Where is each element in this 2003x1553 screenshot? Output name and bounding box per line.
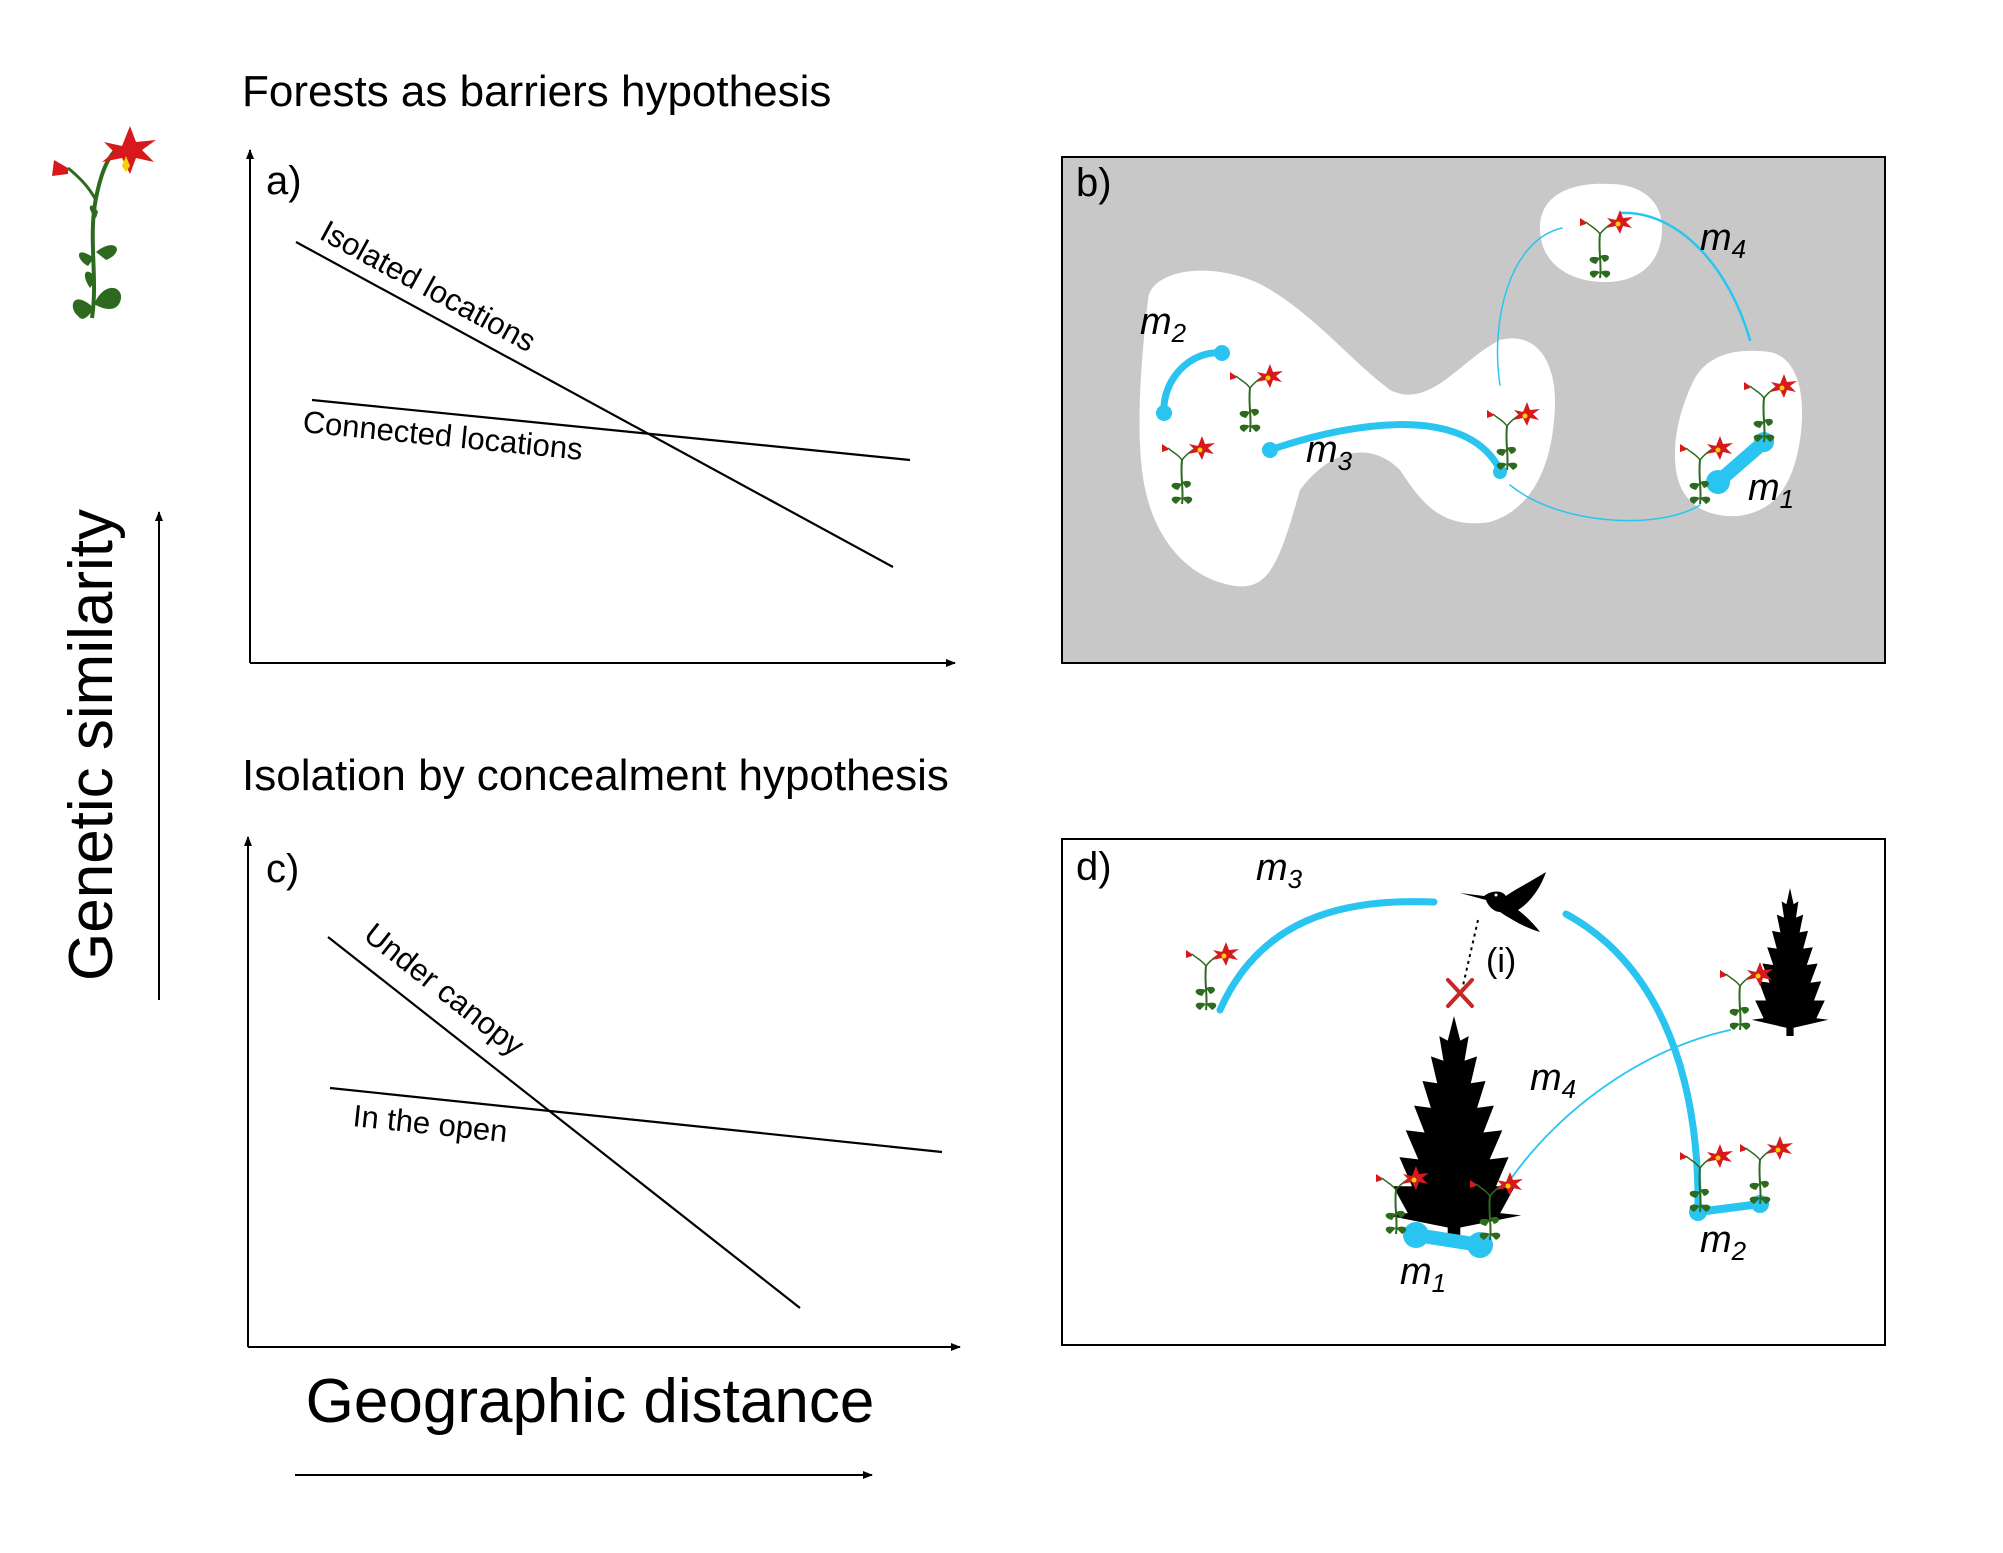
hummingbird-icon	[1460, 872, 1546, 932]
panel-a: a) Isolated locations Connected location…	[246, 149, 956, 667]
m3-link-d-right	[1562, 910, 1702, 1216]
m2-link-d	[1694, 1200, 1764, 1216]
panel-c-label: c)	[266, 847, 299, 891]
m4-link-a	[1618, 211, 1752, 342]
panel-b-m1-label: m1	[1748, 467, 1794, 514]
x-axis-label: Geographic distance	[306, 1367, 875, 1436]
m2-node-b	[1214, 345, 1230, 361]
panel-b-label: b)	[1076, 161, 1112, 205]
blocked-sight-line	[1461, 919, 1479, 991]
panel-d-m4-label: m4	[1530, 1057, 1576, 1104]
m4-link-d	[1509, 1029, 1731, 1181]
y-axis-label: Genetic similarity	[57, 509, 126, 981]
hummingbird-eye	[1494, 893, 1498, 897]
y-axis-label-group: Genetic similarity	[57, 509, 163, 1000]
panel-b-m2-label: m2	[1140, 301, 1187, 348]
m2-link	[1160, 349, 1226, 417]
panel-c: c) Under canopy In the open	[244, 836, 961, 1351]
m3-node-a	[1262, 442, 1278, 458]
bottom-hypothesis-title: Isolation by concealment hypothesis	[242, 751, 949, 800]
panel-b: b) m1 m2 m3 m4	[1061, 156, 1886, 664]
migration-links-d	[1216, 898, 1769, 1258]
panel-b-m4-label: m4	[1700, 217, 1746, 264]
m1-node-a	[1706, 470, 1730, 494]
m3-node-b	[1493, 465, 1507, 479]
isolated-locations-line	[295, 241, 894, 568]
m1-node-b	[1467, 1232, 1493, 1258]
panel-d-label: d)	[1076, 845, 1112, 889]
top-hypothesis-title: Forests as barriers hypothesis	[242, 67, 831, 116]
m3-link-d	[1216, 898, 1438, 1014]
x-axis-label-group: Geographic distance	[295, 1367, 875, 1479]
cross-icon	[1446, 978, 1474, 1008]
columbine-flower-icon	[50, 124, 158, 321]
m1-node-a	[1403, 1222, 1429, 1248]
m3-link	[1266, 421, 1504, 474]
panel-d-m2-label: m2	[1700, 1219, 1747, 1266]
isolated-locations-label: Isolated locations	[315, 213, 542, 358]
in-the-open-line	[329, 1086, 943, 1154]
under-canopy-line	[327, 936, 801, 1309]
m4-link-b	[1496, 227, 1563, 386]
connected-locations-line	[311, 398, 911, 462]
panel-d-m3-label: m3	[1256, 847, 1303, 894]
panel-d: d) (i)	[1061, 838, 1886, 1346]
under-canopy-label: Under canopy	[358, 916, 532, 1063]
m2-node-a	[1156, 405, 1172, 421]
m4-link-c	[1509, 484, 1701, 522]
panel-b-m3-label: m3	[1306, 429, 1353, 476]
in-the-open-label: In the open	[351, 1098, 509, 1149]
panel-a-label: a)	[266, 159, 302, 203]
panel-d-m1-label: m1	[1400, 1251, 1446, 1298]
annotation-i: (i)	[1486, 942, 1516, 980]
